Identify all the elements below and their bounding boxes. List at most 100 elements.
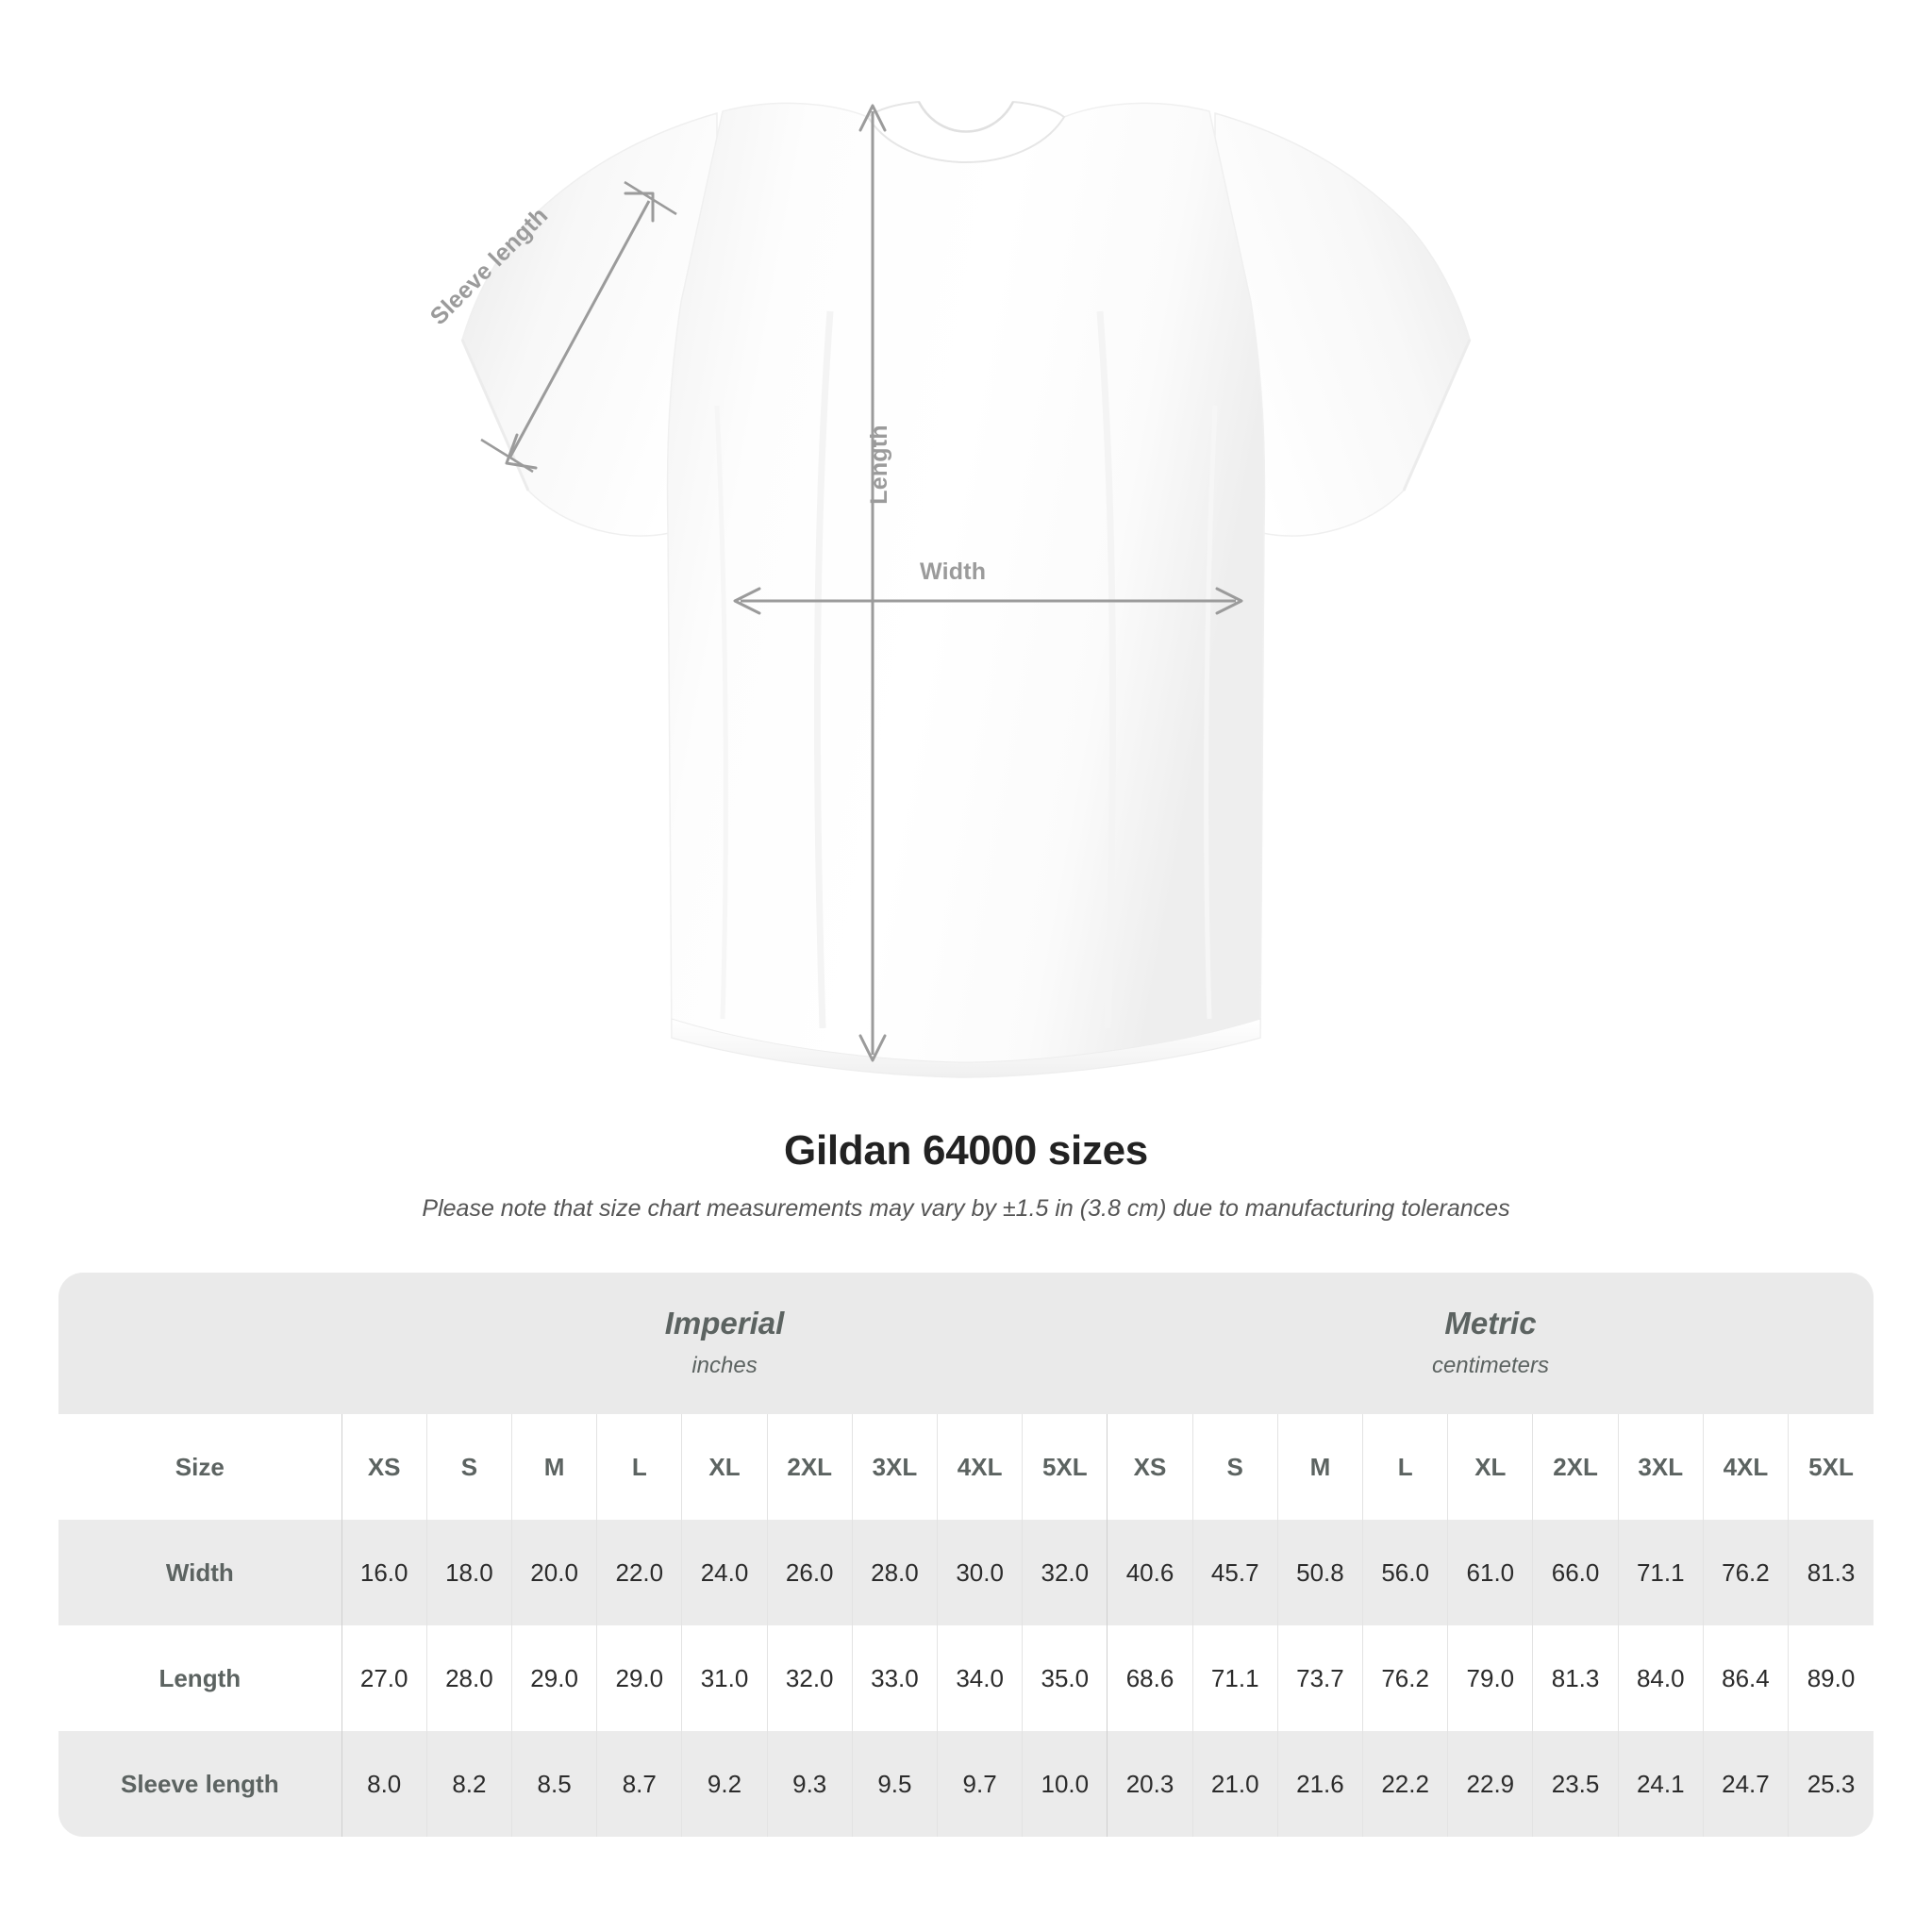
size-header-imperial-4xl: 4XL (937, 1414, 1023, 1520)
cell-length-imperial-xs: 27.0 (341, 1625, 427, 1731)
length-dimension-arrow (858, 104, 887, 1062)
cell-width-imperial-5xl: 32.0 (1022, 1520, 1108, 1625)
size-header-imperial-2xl: 2XL (766, 1414, 853, 1520)
unit-name-imperial: Imperial (664, 1306, 785, 1341)
size-header-imperial-5xl: 5XL (1022, 1414, 1108, 1520)
size-header-metric-3xl: 3XL (1617, 1414, 1704, 1520)
cell-length-imperial-m: 29.0 (510, 1625, 597, 1731)
cell-sleeve-imperial-4xl: 9.7 (937, 1731, 1023, 1837)
cell-sleeve-imperial-5xl: 10.0 (1022, 1731, 1108, 1837)
cell-sleeve-imperial-l: 8.7 (596, 1731, 682, 1837)
cell-sleeve-metric-4xl: 24.7 (1702, 1731, 1789, 1837)
unit-sub-metric: centimeters (1431, 1352, 1549, 1378)
cell-width-imperial-4xl: 30.0 (937, 1520, 1023, 1625)
cell-sleeve-metric-xl: 22.9 (1447, 1731, 1533, 1837)
table-row-length: Length 27.0 28.0 29.0 29.0 31.0 32.0 33.… (58, 1625, 1874, 1731)
size-header-metric-5xl: 5XL (1788, 1414, 1874, 1520)
cell-length-metric-4xl: 86.4 (1702, 1625, 1789, 1731)
cell-width-metric-2xl: 66.0 (1532, 1520, 1619, 1625)
shirt-shape (460, 100, 1472, 1078)
cell-sleeve-imperial-s: 8.2 (425, 1731, 512, 1837)
size-header-metric-4xl: 4XL (1702, 1414, 1789, 1520)
size-header-imperial-l: L (596, 1414, 682, 1520)
page-title: Gildan 64000 sizes (784, 1127, 1148, 1174)
cell-length-metric-xs: 68.6 (1107, 1625, 1193, 1731)
unit-block-imperial: Imperial inches (341, 1273, 1108, 1414)
size-header-metric-xs: XS (1107, 1414, 1193, 1520)
cell-length-imperial-4xl: 34.0 (937, 1625, 1023, 1731)
tshirt-illustration (460, 100, 1472, 1078)
unit-sub-imperial: inches (691, 1352, 758, 1378)
tshirt-diagram: Sleeve length Length Width (425, 100, 1472, 1078)
cell-width-metric-s: 45.7 (1191, 1520, 1278, 1625)
cell-length-imperial-xl: 31.0 (681, 1625, 768, 1731)
cell-width-imperial-2xl: 26.0 (766, 1520, 853, 1625)
sleeve-length-dimension-arrow (480, 180, 677, 474)
cell-width-metric-3xl: 71.1 (1617, 1520, 1704, 1625)
cell-length-metric-m: 73.7 (1276, 1625, 1363, 1731)
unit-name-metric: Metric (1444, 1306, 1537, 1341)
unit-band-row: Imperial inches Metric centimeters (58, 1273, 1874, 1414)
cell-width-metric-l: 56.0 (1362, 1520, 1448, 1625)
cell-length-imperial-3xl: 33.0 (851, 1625, 938, 1731)
cell-sleeve-metric-3xl: 24.1 (1617, 1731, 1704, 1837)
row-label-width: Width (58, 1520, 342, 1625)
table-row-sleeve-length: Sleeve length 8.0 8.2 8.5 8.7 9.2 9.3 9.… (58, 1731, 1874, 1837)
size-header-row: Size XS S M L XL 2XL 3XL 4XL 5XL XS S M … (58, 1414, 1874, 1520)
cell-width-metric-m: 50.8 (1276, 1520, 1363, 1625)
unit-band-spacer (58, 1273, 342, 1414)
cell-sleeve-metric-5xl: 25.3 (1788, 1731, 1874, 1837)
cell-sleeve-imperial-3xl: 9.5 (851, 1731, 938, 1837)
page-subtitle: Please note that size chart measurements… (422, 1195, 1510, 1222)
row-label-length: Length (58, 1625, 342, 1731)
size-header-metric-2xl: 2XL (1532, 1414, 1619, 1520)
cell-width-metric-4xl: 76.2 (1702, 1520, 1789, 1625)
size-header-imperial-m: M (510, 1414, 597, 1520)
width-dimension-arrow (733, 587, 1243, 615)
unit-block-metric: Metric centimeters (1107, 1273, 1874, 1414)
cell-width-imperial-xl: 24.0 (681, 1520, 768, 1625)
cell-length-metric-s: 71.1 (1191, 1625, 1278, 1731)
cell-length-imperial-2xl: 32.0 (766, 1625, 853, 1731)
cell-width-imperial-m: 20.0 (510, 1520, 597, 1625)
cell-length-imperial-l: 29.0 (596, 1625, 682, 1731)
cell-width-metric-xs: 40.6 (1107, 1520, 1193, 1625)
size-header-metric-m: M (1276, 1414, 1363, 1520)
cell-width-metric-5xl: 81.3 (1788, 1520, 1874, 1625)
cell-sleeve-metric-s: 21.0 (1191, 1731, 1278, 1837)
cell-width-imperial-3xl: 28.0 (851, 1520, 938, 1625)
size-header-label: Size (58, 1414, 342, 1520)
size-header-metric-xl: XL (1447, 1414, 1533, 1520)
size-header-imperial-s: S (425, 1414, 512, 1520)
cell-sleeve-imperial-2xl: 9.3 (766, 1731, 853, 1837)
row-label-sleeve-length: Sleeve length (58, 1731, 342, 1837)
cell-length-imperial-5xl: 35.0 (1022, 1625, 1108, 1731)
length-annotation-label: Length (865, 425, 892, 505)
cell-sleeve-imperial-m: 8.5 (510, 1731, 597, 1837)
cell-sleeve-imperial-xs: 8.0 (341, 1731, 427, 1837)
size-header-metric-s: S (1191, 1414, 1278, 1520)
size-table-container: Imperial inches Metric centimeters Size … (58, 1273, 1874, 1837)
cell-width-imperial-xs: 16.0 (341, 1520, 427, 1625)
cell-width-imperial-l: 22.0 (596, 1520, 682, 1625)
table-row-width: Width 16.0 18.0 20.0 22.0 24.0 26.0 28.0… (58, 1520, 1874, 1625)
width-annotation-label: Width (920, 558, 987, 585)
cell-sleeve-imperial-xl: 9.2 (681, 1731, 768, 1837)
size-header-imperial-xl: XL (681, 1414, 768, 1520)
cell-width-metric-xl: 61.0 (1447, 1520, 1533, 1625)
cell-sleeve-metric-m: 21.6 (1276, 1731, 1363, 1837)
cell-sleeve-metric-2xl: 23.5 (1532, 1731, 1619, 1837)
cell-length-metric-l: 76.2 (1362, 1625, 1448, 1731)
cell-length-imperial-s: 28.0 (425, 1625, 512, 1731)
size-header-imperial-3xl: 3XL (851, 1414, 938, 1520)
cell-length-metric-2xl: 81.3 (1532, 1625, 1619, 1731)
size-chart-table: Imperial inches Metric centimeters Size … (58, 1273, 1874, 1837)
size-header-imperial-xs: XS (341, 1414, 427, 1520)
cell-width-imperial-s: 18.0 (425, 1520, 512, 1625)
cell-sleeve-metric-xs: 20.3 (1107, 1731, 1193, 1837)
cell-length-metric-3xl: 84.0 (1617, 1625, 1704, 1731)
size-header-metric-l: L (1362, 1414, 1448, 1520)
title-block: Gildan 64000 sizes Please note that size… (0, 1127, 1932, 1223)
cell-length-metric-5xl: 89.0 (1788, 1625, 1874, 1731)
